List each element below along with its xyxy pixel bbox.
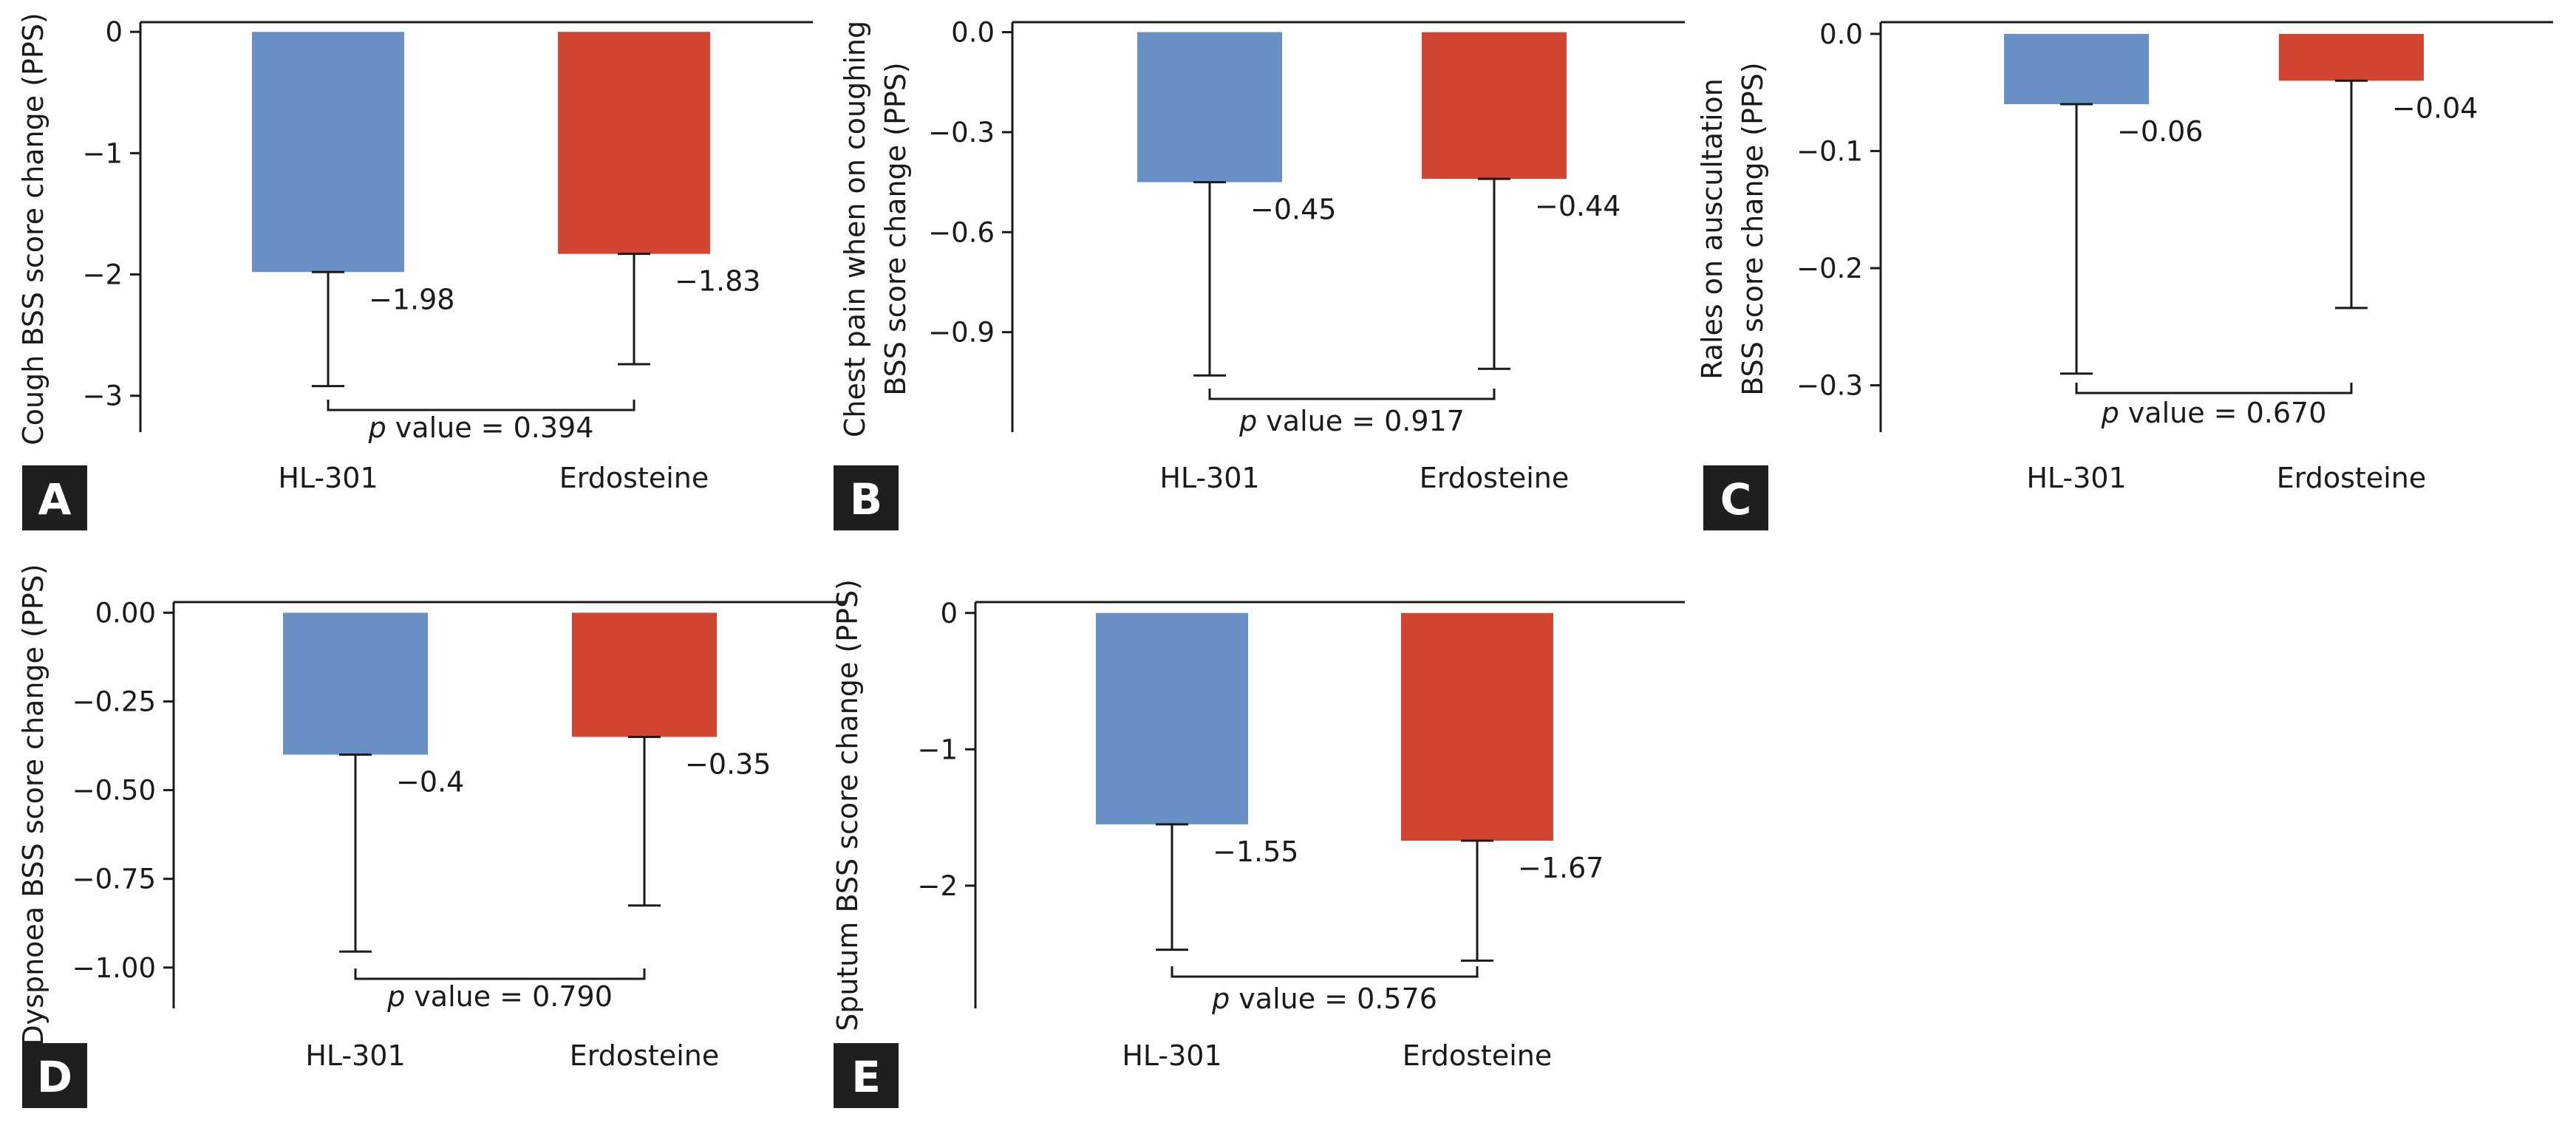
y-tick-label: −0.2 [1796, 253, 1863, 284]
y-tick-label: 0 [105, 16, 123, 48]
panel-e: 0 −1 −2 Sputum BSS score change (PPS) −1.55 H… [831, 579, 1685, 1108]
panel-letter-badge [1703, 465, 1768, 530]
x-category-label: HL-301 [278, 462, 378, 494]
x-category-label: Erdosteine [1420, 462, 1569, 494]
panel-letter: B [850, 474, 882, 525]
y-axis-label: Dyspnoea BSS score change (PPS) [17, 564, 50, 1046]
bar-hl-301 [1137, 32, 1282, 182]
y-tick-label: 0 [940, 598, 958, 629]
panel-letter-badge [834, 465, 899, 530]
y-tick-label: 0.0 [951, 17, 995, 49]
y-tick-label: −0.25 [72, 686, 156, 717]
bar-hl-301 [252, 32, 404, 273]
y-axis-label: Rales on auscultation BSS score change (P… [1696, 62, 1769, 395]
y-tick-label: −0.1 [1796, 135, 1863, 167]
y-tick-label: 0.0 [1819, 18, 1863, 50]
panel-a: 0 −1 −2 −3 Cough BSS score change (PPS) −1.98… [17, 13, 813, 530]
bar-hl-301 [2004, 33, 2149, 104]
panel-letter: D [37, 1052, 72, 1102]
x-category-label: Erdosteine [559, 462, 709, 494]
panel-letter-badge [834, 1043, 899, 1108]
y-tick-label: −1.00 [72, 952, 156, 984]
p-value-bracket [354, 968, 646, 980]
bar-hl-301 [1096, 612, 1248, 824]
y-tick-label: −2 [82, 259, 123, 291]
y-tick-label: 0.00 [95, 597, 156, 629]
p-value-bracket [1171, 966, 1479, 978]
panel-letter-badge [22, 1043, 87, 1108]
data-label: −0.35 [685, 748, 771, 781]
p-value-label: p value = 0.790 [386, 980, 613, 1013]
data-label: −1.98 [369, 283, 454, 315]
data-label: −0.04 [2392, 92, 2478, 124]
p-value-label: p value = 0.917 [1238, 405, 1465, 437]
p-value-bracket [327, 400, 636, 411]
data-label: −0.45 [1250, 194, 1336, 226]
panel-letter: A [38, 474, 72, 525]
x-category-label: HL-301 [305, 1039, 405, 1072]
y-axis-label: Chest pain when on coughing BSS score cha… [839, 21, 912, 437]
y-tick-label: −3 [82, 380, 123, 412]
p-value-bracket [2075, 383, 2353, 394]
bar-erdosteine [1401, 612, 1553, 841]
panel-letter: E [851, 1052, 881, 1102]
data-label: −0.44 [1535, 190, 1621, 222]
y-axis-label: Cough BSS score change (PPS) [17, 13, 50, 445]
p-value-label: p value = 0.576 [1211, 983, 1437, 1015]
y-tick-label: −0.9 [928, 317, 995, 349]
bar-erdosteine [1422, 32, 1567, 180]
y-tick-label: −0.75 [72, 864, 156, 895]
y-axis-label: Sputum BSS score change (PPS) [831, 579, 864, 1031]
panel-letter-badge [22, 465, 87, 530]
y-tick-label: −0.3 [928, 117, 995, 148]
x-category-label: Erdosteine [1403, 1039, 1552, 1072]
data-label: −1.55 [1213, 836, 1298, 868]
panel-letter: C [1720, 474, 1752, 525]
bar-erdosteine [572, 612, 717, 737]
data-label: −0.06 [2117, 115, 2203, 148]
panel-d: 0.00 −0.25 −0.50 −0.75 −1.00 Dyspnoea BSS sco… [17, 564, 846, 1108]
p-value-bracket [1208, 389, 1496, 400]
panel-b: 0.0 −0.3 −0.6 −0.9 Chest pain when on coughi… [834, 17, 1685, 530]
x-category-label: Erdosteine [570, 1039, 719, 1072]
y-tick-label: −0.6 [928, 216, 995, 248]
y-tick-label: −1 [82, 137, 123, 169]
x-category-label: HL-301 [1122, 1039, 1221, 1072]
data-label: −0.4 [396, 766, 464, 799]
panel-c: 0.0 −0.1 −0.2 −0.3 Rales on auscultation BSS … [1696, 18, 2553, 530]
p-value-label: p value = 0.670 [2101, 397, 2327, 429]
y-tick-label: −0.50 [72, 775, 156, 807]
bar-erdosteine [2279, 33, 2424, 81]
bar-hl-301 [283, 612, 428, 755]
y-tick-label: −1 [917, 734, 958, 765]
x-category-label: HL-301 [2026, 462, 2126, 494]
data-label: −1.83 [675, 265, 760, 298]
p-value-label: p value = 0.394 [368, 411, 594, 444]
bar-erdosteine [558, 32, 710, 254]
y-tick-label: −0.3 [1796, 370, 1863, 402]
x-category-label: Erdosteine [2277, 462, 2426, 494]
y-tick-label: −2 [917, 870, 958, 902]
data-label: −1.67 [1518, 852, 1604, 884]
x-category-label: HL-301 [1159, 462, 1259, 494]
